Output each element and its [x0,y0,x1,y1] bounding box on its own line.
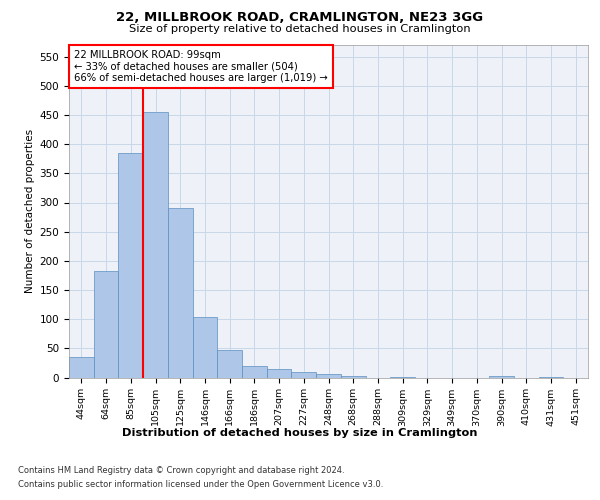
Text: Contains public sector information licensed under the Open Government Licence v3: Contains public sector information licen… [18,480,383,489]
Bar [168,208,193,378]
Bar [292,372,316,378]
Bar [316,374,341,378]
Bar [489,376,514,378]
Bar [539,377,563,378]
Text: 22, MILLBROOK ROAD, CRAMLINGTON, NE23 3GG: 22, MILLBROOK ROAD, CRAMLINGTON, NE23 3G… [116,11,484,24]
Bar [341,376,365,378]
Bar [94,271,118,378]
Bar [143,112,168,378]
Text: Size of property relative to detached houses in Cramlington: Size of property relative to detached ho… [129,24,471,34]
Bar [69,357,94,378]
Bar [217,350,242,378]
Bar [267,369,292,378]
Bar [390,377,415,378]
Y-axis label: Number of detached properties: Number of detached properties [25,129,35,294]
Text: Contains HM Land Registry data © Crown copyright and database right 2024.: Contains HM Land Registry data © Crown c… [18,466,344,475]
Text: Distribution of detached houses by size in Cramlington: Distribution of detached houses by size … [122,428,478,438]
Text: 22 MILLBROOK ROAD: 99sqm
← 33% of detached houses are smaller (504)
66% of semi-: 22 MILLBROOK ROAD: 99sqm ← 33% of detach… [74,50,328,83]
Bar [193,318,217,378]
Bar [118,153,143,378]
Bar [242,366,267,378]
